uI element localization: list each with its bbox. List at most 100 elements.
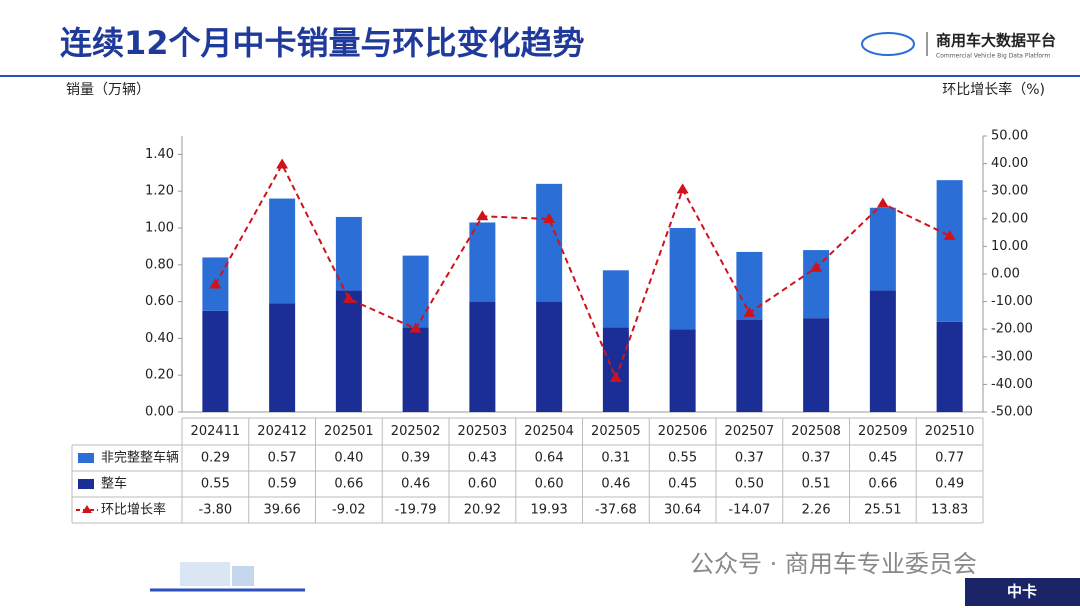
bar	[937, 322, 963, 412]
x-tick-label: 202505	[591, 424, 641, 439]
x-tick-label: 202501	[324, 424, 374, 439]
bar	[603, 327, 629, 412]
y-tick-label: 0.20	[145, 368, 174, 383]
chart-title: 连续12个月中卡销量与环比变化趋势	[60, 24, 585, 62]
x-tick-label: 202506	[658, 424, 708, 439]
y-tick-label: 1.00	[145, 221, 174, 236]
bar	[670, 228, 696, 329]
bar	[403, 256, 429, 328]
table-value: 0.66	[334, 477, 363, 492]
table-value: 25.51	[864, 503, 901, 518]
bar	[202, 311, 228, 412]
y2-axis-label: 环比增长率（%)	[942, 81, 1045, 98]
x-tick-label: 202509	[858, 424, 908, 439]
table-value: 0.55	[668, 451, 697, 466]
footer-tag: 中卡	[1007, 583, 1037, 601]
y-tick-label: 0.00	[145, 405, 174, 420]
y2-tick-label: 0.00	[991, 267, 1020, 282]
legend-label: 整车	[101, 476, 127, 492]
y2-tick-label: 40.00	[991, 156, 1028, 171]
table-value: 0.55	[201, 477, 230, 492]
legend-label: 环比增长率	[101, 502, 166, 518]
table-value: 0.40	[334, 451, 363, 466]
x-tick-label: 202411	[191, 424, 241, 439]
y-tick-label: 0.60	[145, 294, 174, 309]
legend-key	[78, 479, 94, 489]
table-value: 0.51	[802, 477, 831, 492]
truck-illustration	[150, 562, 305, 590]
x-tick-label: 202507	[725, 424, 775, 439]
table-value: 0.60	[468, 477, 497, 492]
bar	[403, 327, 429, 412]
x-tick-label: 202412	[257, 424, 307, 439]
x-tick-label: 202503	[458, 424, 508, 439]
table-value: 0.60	[535, 477, 564, 492]
trend-line	[215, 165, 949, 378]
bar	[937, 180, 963, 322]
table-value: 0.57	[268, 451, 297, 466]
table-value: 0.49	[935, 477, 964, 492]
y-tick-label: 1.20	[145, 184, 174, 199]
bar	[336, 291, 362, 412]
y2-tick-label: 20.00	[991, 211, 1028, 226]
y2-tick-label: 10.00	[991, 239, 1028, 254]
legend-key	[78, 453, 94, 463]
x-tick-label: 202510	[925, 424, 975, 439]
table-value: 0.29	[201, 451, 230, 466]
table-value: -19.79	[395, 503, 437, 518]
table-value: 0.39	[401, 451, 430, 466]
y2-tick-label: -10.00	[991, 294, 1033, 309]
bar	[603, 270, 629, 327]
table-value: 0.37	[735, 451, 764, 466]
y2-tick-label: -30.00	[991, 349, 1033, 364]
bar	[803, 318, 829, 412]
table-value: 0.43	[468, 451, 497, 466]
page: 连续12个月中卡销量与环比变化趋势 商用车大数据平台 Commercial Ve…	[0, 0, 1080, 608]
footer-wechat: 公众号 · 商用车专业委员会	[690, 550, 977, 578]
trend-marker	[276, 159, 288, 169]
table-value: -3.80	[199, 503, 233, 518]
bar	[469, 222, 495, 301]
table-value: 13.83	[931, 503, 968, 518]
table-value: 19.93	[531, 503, 568, 518]
table-value: 0.50	[735, 477, 764, 492]
y-tick-label: 0.80	[145, 257, 174, 272]
y2-tick-label: -50.00	[991, 405, 1033, 420]
x-tick-label: 202502	[391, 424, 441, 439]
table-value: 0.37	[802, 451, 831, 466]
table-value: 30.64	[664, 503, 701, 518]
trend-marker	[677, 183, 689, 193]
y-tick-label: 0.40	[145, 331, 174, 346]
bar	[870, 208, 896, 291]
table-value: 0.46	[601, 477, 630, 492]
y-tick-label: 1.40	[145, 147, 174, 162]
table-value: 0.31	[601, 451, 630, 466]
table-value: -14.07	[728, 503, 770, 518]
x-tick-label: 202504	[524, 424, 574, 439]
legend-label: 非完整整车辆	[101, 450, 179, 466]
trend-marker	[877, 198, 889, 208]
bar	[269, 199, 295, 304]
table-value: 0.45	[868, 451, 897, 466]
logo-name: 商用车大数据平台	[936, 32, 1056, 50]
bar	[670, 329, 696, 412]
table-value: 0.77	[935, 451, 964, 466]
bar	[536, 302, 562, 412]
table-value: 0.59	[268, 477, 297, 492]
table-value: -37.68	[595, 503, 637, 518]
logo-subtitle: Commercial Vehicle Big Data Platform	[936, 53, 1050, 60]
y2-tick-label: 30.00	[991, 184, 1028, 199]
trend-marker	[476, 210, 488, 220]
x-tick-label: 202508	[791, 424, 841, 439]
table-value: 39.66	[264, 503, 301, 518]
bar	[269, 303, 295, 412]
table-value: 20.92	[464, 503, 501, 518]
table-value: -9.02	[332, 503, 366, 518]
table-value: 0.64	[535, 451, 564, 466]
table-value: 2.26	[802, 503, 831, 518]
table-value: 0.66	[868, 477, 897, 492]
y2-tick-label: 50.00	[991, 129, 1028, 144]
logo-mark	[862, 33, 914, 55]
y2-tick-label: -40.00	[991, 377, 1033, 392]
table-value: 0.46	[401, 477, 430, 492]
